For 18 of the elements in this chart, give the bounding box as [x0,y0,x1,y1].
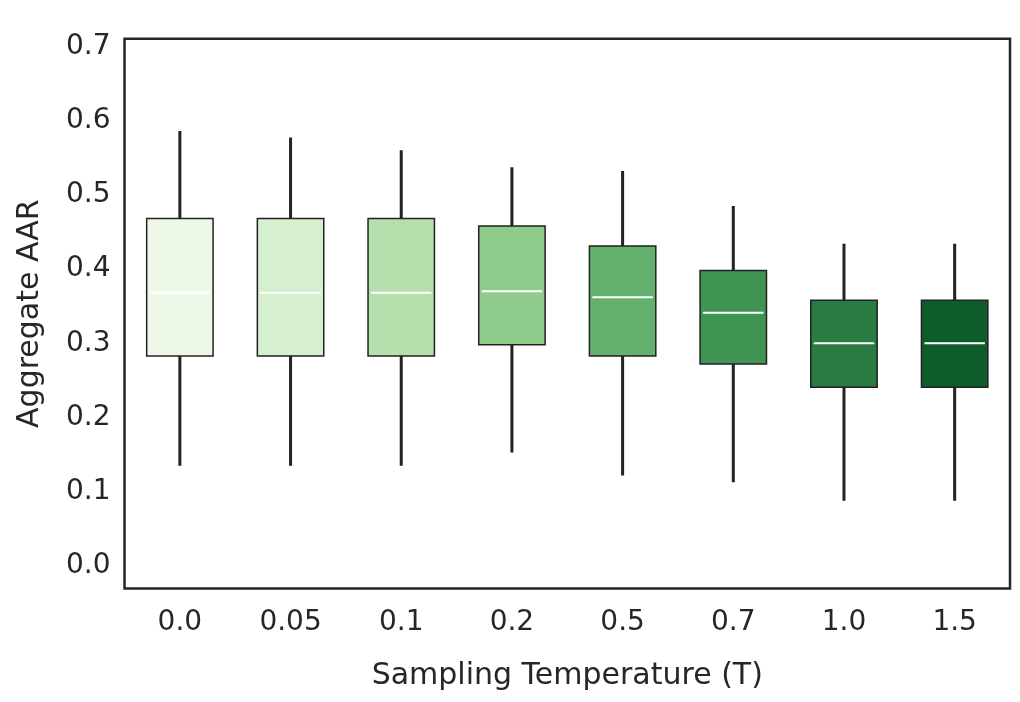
y-tick-label: 0.4 [66,250,111,284]
x-tick-label: 0.1 [378,604,424,638]
x-tick-label: 0.7 [711,604,756,638]
y-tick-label: 0.1 [66,473,111,507]
x-axis-title: Sampling Temperature (T) [371,655,763,691]
x-tick-label: 0.5 [600,604,645,638]
y-tick-label: 0.7 [66,27,111,61]
x-tick-label: 0.05 [259,604,322,638]
x-tick-label: 1.0 [821,604,867,638]
y-tick-label: 0.6 [66,101,111,135]
y-axis-title: Aggregate AAR [9,199,45,428]
y-tick-label: 0.5 [66,176,111,210]
y-tick-label: 0.2 [66,398,111,432]
x-tick-label: 0.0 [157,604,203,638]
x-tick-label: 0.2 [489,604,535,638]
x-tick-label: 1.5 [932,604,977,638]
y-tick-label: 0.0 [66,547,111,581]
y-tick-label: 0.3 [66,324,111,358]
